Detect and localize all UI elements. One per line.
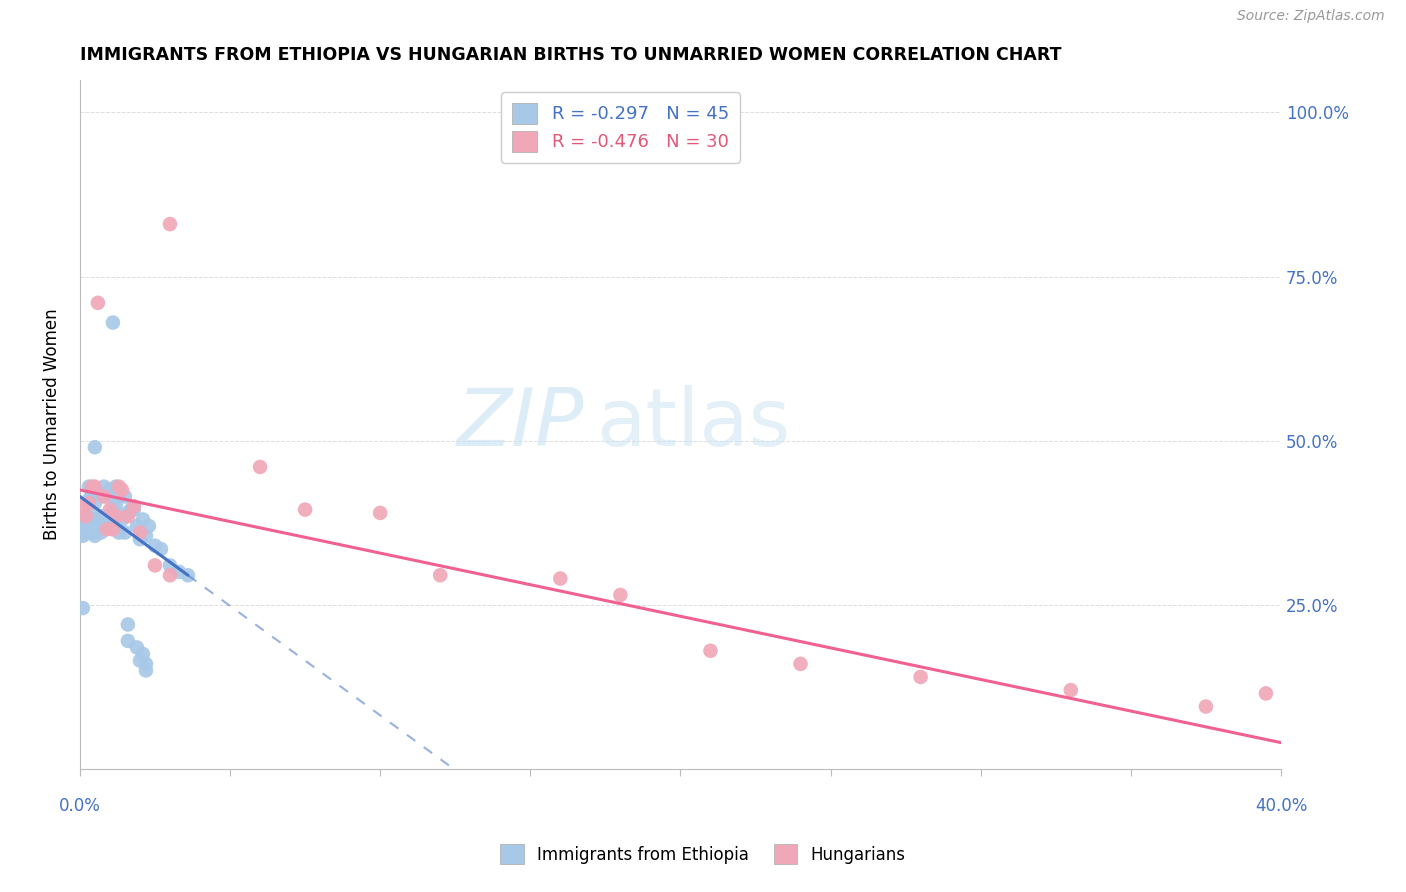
Text: IMMIGRANTS FROM ETHIOPIA VS HUNGARIAN BIRTHS TO UNMARRIED WOMEN CORRELATION CHAR: IMMIGRANTS FROM ETHIOPIA VS HUNGARIAN BI… xyxy=(80,46,1062,64)
Point xyxy=(699,644,721,658)
Point xyxy=(98,519,121,533)
Point xyxy=(1254,686,1277,700)
Point xyxy=(83,512,105,526)
Point xyxy=(114,525,136,540)
Point xyxy=(122,502,145,516)
Point xyxy=(101,502,124,516)
Point xyxy=(111,512,134,526)
Point xyxy=(125,519,148,533)
Point xyxy=(80,486,103,500)
Point xyxy=(125,640,148,655)
Point xyxy=(167,565,190,579)
Point xyxy=(93,490,115,504)
Point xyxy=(129,532,152,546)
Point xyxy=(1060,683,1083,698)
Point xyxy=(177,568,200,582)
Legend: R = -0.297   N = 45, R = -0.476   N = 30: R = -0.297 N = 45, R = -0.476 N = 30 xyxy=(501,92,740,162)
Point xyxy=(93,519,115,533)
Point xyxy=(108,490,131,504)
Point xyxy=(120,502,142,516)
Point xyxy=(135,529,157,543)
Point xyxy=(104,509,127,524)
Point xyxy=(789,657,811,671)
Point xyxy=(104,500,127,514)
Point xyxy=(294,502,316,516)
Point xyxy=(72,500,94,514)
Point xyxy=(609,588,631,602)
Point xyxy=(75,516,97,530)
Point xyxy=(368,506,391,520)
Text: Source: ZipAtlas.com: Source: ZipAtlas.com xyxy=(1237,9,1385,22)
Point xyxy=(101,509,124,524)
Point xyxy=(910,670,932,684)
Point xyxy=(117,509,139,524)
Point xyxy=(1195,699,1218,714)
Point xyxy=(87,512,110,526)
Point xyxy=(77,496,100,510)
Point xyxy=(108,525,131,540)
Point xyxy=(98,483,121,497)
Point xyxy=(87,486,110,500)
Point xyxy=(129,525,152,540)
Point xyxy=(72,601,94,615)
Point xyxy=(93,480,115,494)
Point xyxy=(87,296,110,310)
Point xyxy=(135,664,157,678)
Point xyxy=(249,459,271,474)
Point xyxy=(96,522,118,536)
Point xyxy=(108,480,131,494)
Point xyxy=(80,525,103,540)
Point xyxy=(101,522,124,536)
Point xyxy=(96,512,118,526)
Point xyxy=(138,519,160,533)
Text: ZIP: ZIP xyxy=(457,385,585,463)
Point xyxy=(83,496,105,510)
Point xyxy=(72,529,94,543)
Point xyxy=(96,490,118,504)
Point xyxy=(104,516,127,530)
Point xyxy=(149,541,172,556)
Point xyxy=(98,502,121,516)
Point xyxy=(75,509,97,524)
Point xyxy=(77,480,100,494)
Point xyxy=(90,509,112,524)
Point xyxy=(132,647,155,661)
Legend: Immigrants from Ethiopia, Hungarians: Immigrants from Ethiopia, Hungarians xyxy=(494,838,912,871)
Point xyxy=(111,483,134,497)
Point xyxy=(159,558,181,573)
Point xyxy=(117,633,139,648)
Point xyxy=(83,529,105,543)
Point xyxy=(90,525,112,540)
Point xyxy=(101,316,124,330)
Point xyxy=(429,568,451,582)
Point xyxy=(75,525,97,540)
Point xyxy=(143,539,166,553)
Point xyxy=(72,516,94,530)
Point xyxy=(77,492,100,507)
Point xyxy=(83,480,105,494)
Point xyxy=(143,558,166,573)
Point xyxy=(83,440,105,454)
Point xyxy=(114,490,136,504)
Point xyxy=(159,568,181,582)
Point xyxy=(117,506,139,520)
Text: 0.0%: 0.0% xyxy=(59,797,101,814)
Text: atlas: atlas xyxy=(596,385,790,463)
Point xyxy=(77,506,100,520)
Point xyxy=(117,617,139,632)
Y-axis label: Births to Unmarried Women: Births to Unmarried Women xyxy=(44,309,60,540)
Point xyxy=(129,654,152,668)
Point xyxy=(132,512,155,526)
Point xyxy=(80,480,103,494)
Point xyxy=(550,572,572,586)
Point xyxy=(122,500,145,514)
Text: 40.0%: 40.0% xyxy=(1254,797,1308,814)
Point xyxy=(135,657,157,671)
Point xyxy=(159,217,181,231)
Point xyxy=(104,480,127,494)
